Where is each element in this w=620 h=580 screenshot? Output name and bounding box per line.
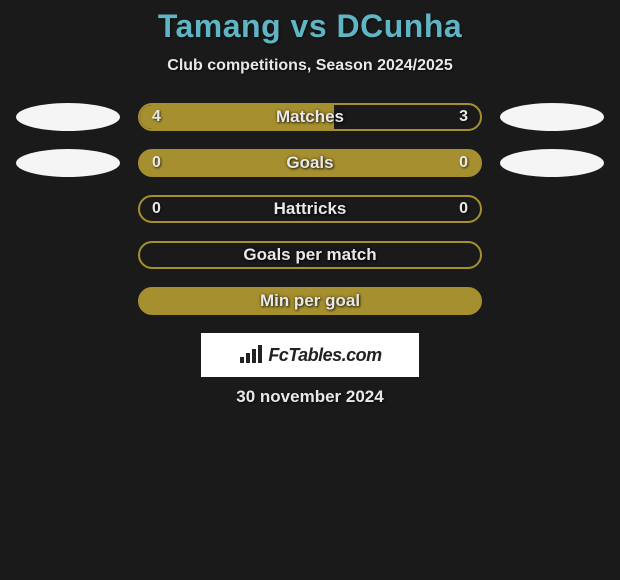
spacer xyxy=(500,287,604,315)
stat-row: Goals per match xyxy=(0,241,620,269)
stat-label: Matches xyxy=(140,107,480,127)
stat-row: 0Goals0 xyxy=(0,149,620,177)
team-oval-right xyxy=(500,103,604,131)
stat-bar: 4Matches3 xyxy=(138,103,482,131)
stat-row: Min per goal xyxy=(0,287,620,315)
stat-rows: 4Matches30Goals00Hattricks0Goals per mat… xyxy=(0,103,620,315)
brand-inner: FcTables.com xyxy=(238,345,381,366)
stat-row: 4Matches3 xyxy=(0,103,620,131)
stat-bar: 0Hattricks0 xyxy=(138,195,482,223)
stat-label: Hattricks xyxy=(140,199,480,219)
team-oval-right xyxy=(500,149,604,177)
page-subtitle: Club competitions, Season 2024/2025 xyxy=(0,57,620,75)
team-oval-left xyxy=(16,149,120,177)
team-oval-left xyxy=(16,103,120,131)
stat-bar: 0Goals0 xyxy=(138,149,482,177)
stat-value-right: 0 xyxy=(459,200,468,218)
stat-label: Goals per match xyxy=(140,245,480,265)
bars-icon xyxy=(238,345,264,365)
spacer xyxy=(16,287,120,315)
stat-bar: Goals per match xyxy=(138,241,482,269)
date-line: 30 november 2024 xyxy=(0,387,620,407)
spacer xyxy=(16,241,120,269)
spacer xyxy=(500,195,604,223)
brand-text: FcTables.com xyxy=(268,345,381,366)
spacer xyxy=(16,195,120,223)
spacer xyxy=(500,241,604,269)
brand-badge[interactable]: FcTables.com xyxy=(201,333,419,377)
stat-label: Goals xyxy=(140,153,480,173)
stat-value-right: 0 xyxy=(459,154,468,172)
comparison-widget: Tamang vs DCunha Club competitions, Seas… xyxy=(0,0,620,407)
stat-row: 0Hattricks0 xyxy=(0,195,620,223)
stat-value-right: 3 xyxy=(459,108,468,126)
stat-label: Min per goal xyxy=(140,291,480,311)
stat-bar: Min per goal xyxy=(138,287,482,315)
page-title: Tamang vs DCunha xyxy=(0,8,620,45)
